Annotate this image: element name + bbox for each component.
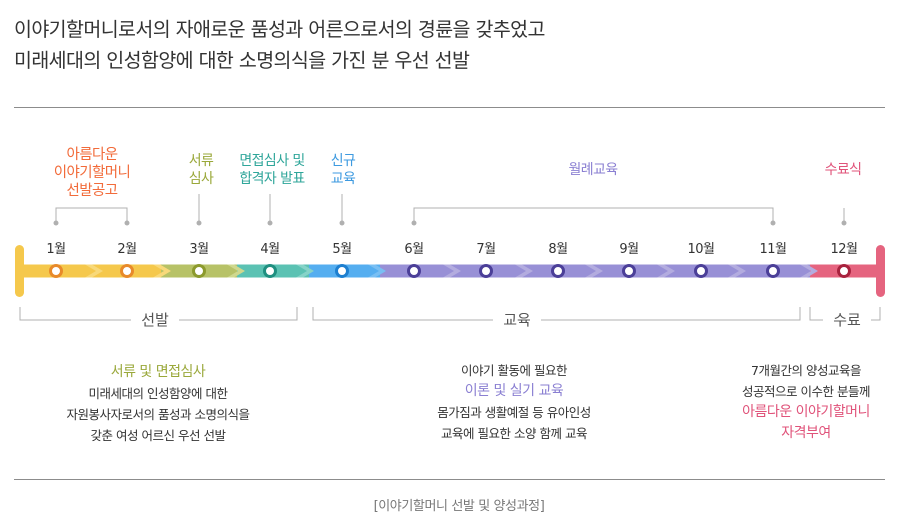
month-marker <box>407 264 421 278</box>
month-label: 12월 <box>830 242 857 257</box>
month-label: 7월 <box>476 242 495 257</box>
timeline-arrow-icon <box>443 264 461 278</box>
timeline-arrow-icon <box>515 264 533 278</box>
selection-bracket-right <box>179 307 298 321</box>
phase-label-completion-ceremony: 수료식 <box>808 161 878 179</box>
connector-dot <box>124 220 130 226</box>
connector-dot <box>196 220 202 226</box>
connector-dot <box>411 220 417 226</box>
month-marker <box>766 264 780 278</box>
desc-completion-highlight-2: 자격부여 <box>781 425 831 441</box>
phase-label-line: 이야기할머니 <box>53 165 131 181</box>
desc-completion: 7개월간의 양성교육을 성공적으로 이수한 분들께 아름다운 이야기할머니 자격… <box>706 360 906 444</box>
bottom-divider <box>14 479 885 480</box>
month-label: 9월 <box>619 242 638 257</box>
education-bracket-right <box>541 307 801 321</box>
desc-education-highlight: 이론 및 실기 교육 <box>464 383 564 399</box>
intro-line-1: 이야기할머니로서의 자애로운 품성과 어른으로서의 경륜을 갖추었고 <box>14 18 545 41</box>
month-marker <box>837 264 851 278</box>
month-label: 1월 <box>46 242 65 257</box>
month-marker <box>120 264 134 278</box>
timeline-end-cap <box>876 245 885 297</box>
connector-dot <box>841 220 847 226</box>
timeline-arrow-icon <box>227 264 245 278</box>
connector-dot <box>267 220 273 226</box>
connector-dot <box>53 220 59 226</box>
month-label: 11월 <box>759 242 786 257</box>
timeline-arrow-icon <box>585 264 603 278</box>
phase-label-line: 수료식 <box>824 162 862 178</box>
desc-completion-line-1: 7개월간의 양성교육을 <box>751 363 861 378</box>
month-marker <box>192 264 206 278</box>
announcement-bracket <box>55 207 128 222</box>
selection-stage-label: 선발 <box>141 311 169 329</box>
desc-selection-line-2: 자원봉사자로서의 품성과 소명의식을 <box>66 407 250 422</box>
connector-dot <box>339 220 345 226</box>
desc-selection-line-1: 미래세대의 인성함양에 대한 <box>88 386 228 401</box>
month-label: 10월 <box>687 242 714 257</box>
desc-education-line-2: 몸가짐과 생활예절 등 유아인성 <box>437 405 591 420</box>
timeline-arrow-icon <box>657 264 675 278</box>
month-marker <box>694 264 708 278</box>
month-label: 4월 <box>260 242 279 257</box>
desc-selection-line-3: 갖춘 여성 어르신 우선 선발 <box>90 428 226 443</box>
phase-label-line: 신규 <box>330 153 356 169</box>
month-marker <box>49 264 63 278</box>
month-label: 3월 <box>189 242 208 257</box>
intro-line-2: 미래세대의 인성함양에 대한 소명의식을 가진 분 우선 선발 <box>14 49 470 72</box>
phase-label-line: 월례교육 <box>568 162 618 178</box>
month-label: 2월 <box>117 242 136 257</box>
desc-selection-highlight: 서류 및 면접심사 <box>110 364 206 380</box>
timeline-arrow-icon <box>153 264 171 278</box>
desc-education-line-3: 교육에 필요한 소양 함께 교육 <box>441 426 587 441</box>
completion-bracket-right <box>871 307 881 321</box>
month-marker <box>622 264 636 278</box>
education-bracket-left <box>312 307 493 321</box>
timeline-arrow-icon <box>728 264 746 278</box>
phase-label-line: 심사 <box>188 171 214 187</box>
month-marker <box>263 264 277 278</box>
phase-label-line: 서류 <box>188 153 214 169</box>
selection-bracket-left <box>19 307 131 321</box>
phase-label-line: 교육 <box>330 171 356 187</box>
top-divider <box>14 107 885 108</box>
month-label: 8월 <box>548 242 567 257</box>
phase-label-line: 선발공고 <box>66 183 119 199</box>
monthly-education-bracket <box>413 207 774 222</box>
phase-label-line: 면접심사 및 <box>239 153 305 169</box>
connector-dot <box>770 220 776 226</box>
timeline-arrow-icon <box>85 264 103 278</box>
month-marker <box>335 264 349 278</box>
desc-education: 이야기 활동에 필요한 이론 및 실기 교육 몸가짐과 생활예절 등 유아인성 … <box>396 360 632 444</box>
education-stage-label: 교육 <box>503 311 531 329</box>
completion-bracket-left <box>809 307 823 321</box>
phase-label-line: 아름다운 <box>66 147 119 163</box>
month-marker <box>551 264 565 278</box>
desc-completion-highlight-1: 아름다운 이야기할머니 <box>742 404 870 420</box>
phase-label-line: 합격자 발표 <box>239 171 305 187</box>
desc-education-line-1: 이야기 활동에 필요한 <box>461 363 567 378</box>
completion-stage-label: 수료 <box>833 311 861 329</box>
desc-selection: 서류 및 면접심사 미래세대의 인성함양에 대한 자원봉사자로서의 품성과 소명… <box>40 362 276 446</box>
timeline-start-cap <box>15 245 24 297</box>
month-marker <box>479 264 493 278</box>
month-label: 5월 <box>332 242 351 257</box>
timeline-arrow-icon <box>800 264 818 278</box>
intro-text: 이야기할머니로서의 자애로운 품성과 어른으로서의 경륜을 갖추었고 미래세대의… <box>14 14 545 76</box>
phase-label-monthly-education: 월례교육 <box>548 161 638 179</box>
timeline-arrow-icon <box>296 264 314 278</box>
desc-completion-line-2: 성공적으로 이수한 분들께 <box>742 384 870 399</box>
month-label: 6월 <box>404 242 423 257</box>
figure-caption: [이야기할머니 선발 및 양성과정] <box>373 499 545 514</box>
timeline-arrow-icon <box>368 264 386 278</box>
